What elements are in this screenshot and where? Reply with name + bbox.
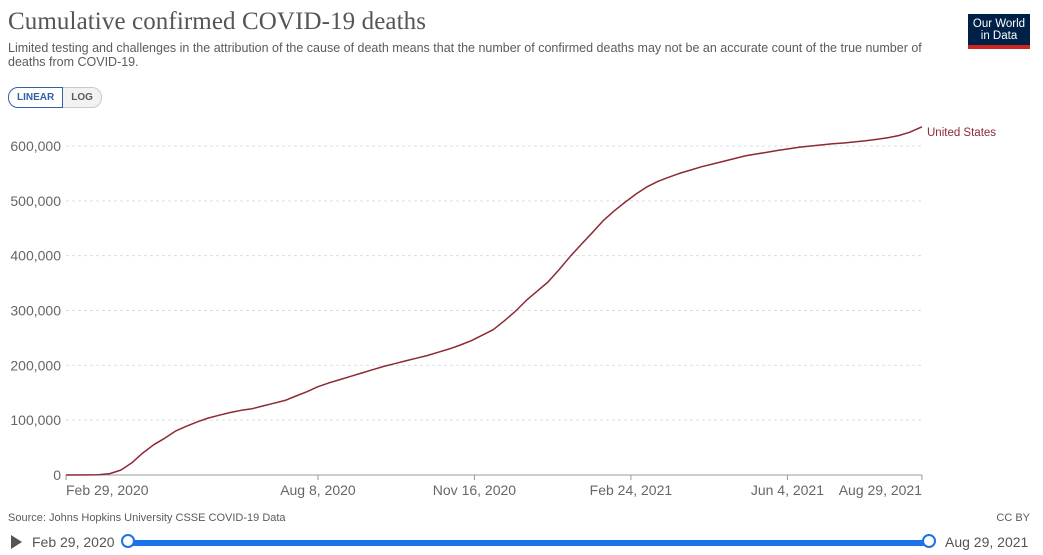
timeline-end-label: Aug 29, 2021 bbox=[945, 534, 1029, 550]
y-tick-label: 100,000 bbox=[10, 412, 61, 428]
timeline-end-handle[interactable] bbox=[922, 534, 936, 548]
y-tick-label: 0 bbox=[53, 467, 61, 483]
x-tick-label: Aug 29, 2021 bbox=[839, 482, 923, 498]
x-tick-label: Feb 24, 2021 bbox=[590, 482, 673, 498]
logo-line-1: Our World bbox=[972, 18, 1026, 30]
y-tick-label: 600,000 bbox=[10, 138, 61, 154]
chart-subtitle: Limited testing and challenges in the at… bbox=[8, 41, 922, 69]
license-label[interactable]: CC BY bbox=[996, 512, 1030, 524]
x-tick-label: Aug 8, 2020 bbox=[280, 482, 356, 498]
logo-accent-bar bbox=[968, 45, 1030, 49]
series-label-united-states: United States bbox=[927, 127, 996, 139]
y-tick-label: 200,000 bbox=[10, 357, 61, 373]
timeline: Feb 29, 2020 Aug 29, 2021 bbox=[0, 528, 1043, 555]
x-tick-label: Nov 16, 2020 bbox=[433, 482, 516, 498]
x-tick-label: Jun 4, 2021 bbox=[751, 482, 824, 498]
y-tick-label: 400,000 bbox=[10, 248, 61, 264]
play-icon[interactable] bbox=[11, 535, 22, 549]
y-tick-label: 500,000 bbox=[10, 193, 61, 209]
timeline-track[interactable] bbox=[128, 540, 929, 546]
chart-title: Cumulative confirmed COVID-19 deaths bbox=[8, 8, 427, 35]
series-line-united-states bbox=[65, 126, 923, 476]
logo-line-2: in Data bbox=[980, 30, 1018, 42]
owid-logo[interactable]: Our World in Data bbox=[968, 14, 1030, 49]
scale-toggle: LINEAR LOG bbox=[8, 87, 102, 108]
source-note[interactable]: Source: Johns Hopkins University CSSE CO… bbox=[8, 512, 286, 524]
timeline-start-handle[interactable] bbox=[121, 534, 135, 548]
y-tick-label: 300,000 bbox=[10, 303, 61, 319]
x-tick-label: Feb 29, 2020 bbox=[66, 482, 149, 498]
log-scale-button[interactable]: LOG bbox=[63, 87, 102, 108]
line-chart: 0 100,000 200,000 300,000 400,000 500,000 600,… bbox=[10, 126, 996, 498]
linear-scale-button[interactable]: LINEAR bbox=[8, 87, 64, 108]
timeline-start-label: Feb 29, 2020 bbox=[32, 534, 115, 550]
